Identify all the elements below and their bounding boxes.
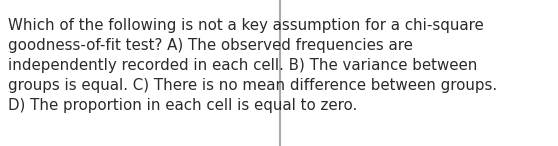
Text: Which of the following is not a key assumption for a chi-square
goodness-of-fit : Which of the following is not a key assu… xyxy=(8,18,497,113)
